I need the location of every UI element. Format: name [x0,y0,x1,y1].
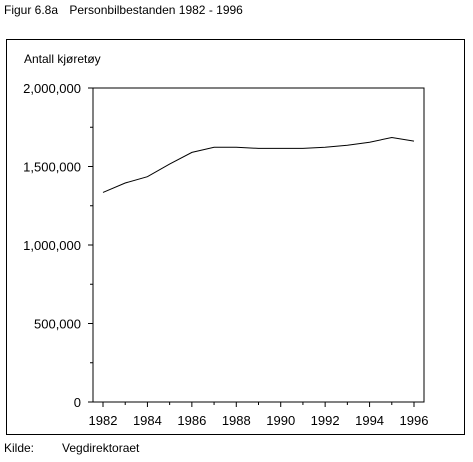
data-point [324,146,327,149]
data-point [102,191,105,194]
x-tick-label: 1984 [133,413,162,428]
y-axis: 0 500,000 1,000,000 1,500,000 2,000,000 [23,81,93,410]
x-tick-label: 1994 [355,413,384,428]
figure-caption: Figur 6.8a Personbilbestanden 1982 - 199… [4,3,243,17]
x-tick-label: 1992 [311,413,340,428]
x-tick-label: 1996 [400,413,429,428]
data-point [390,136,393,139]
source-note: Kilde: Vegdirektoraet [4,441,139,455]
figure-label: Figur 6.8a [4,3,59,17]
x-axis: 1982 1984 1986 1988 1990 1992 1994 1996 [89,402,429,428]
x-tick-label: 1986 [177,413,206,428]
data-point [279,147,282,150]
x-tick-label: 1988 [222,413,251,428]
data-point [257,147,260,150]
figure-title: Personbilbestanden 1982 - 1996 [69,3,243,17]
data-point [368,141,371,144]
y-tick-label: 1,000,000 [23,238,81,253]
y-tick-label: 0 [74,395,81,410]
source-label: Kilde: [4,441,35,455]
data-point [301,147,304,150]
chart-frame [6,39,465,435]
data-point [190,151,193,154]
data-point [124,181,127,184]
y-tick-label: 1,500,000 [23,160,81,175]
data-point [346,144,349,147]
y-tick-label: 2,000,000 [23,81,81,96]
data-point [168,163,171,166]
data-point [146,175,149,178]
source-name: Vegdirektoraet [62,441,140,455]
data-point [213,146,216,149]
data-point [413,140,416,143]
x-tick-label: 1982 [89,413,118,428]
y-tick-label: 500,000 [34,317,81,332]
series-layer [102,136,416,194]
plot-area [92,87,425,403]
series-line [102,136,415,193]
x-tick-label: 1990 [266,413,295,428]
data-point [235,146,238,149]
y-axis-title: Antall kjøretøy [24,52,101,66]
